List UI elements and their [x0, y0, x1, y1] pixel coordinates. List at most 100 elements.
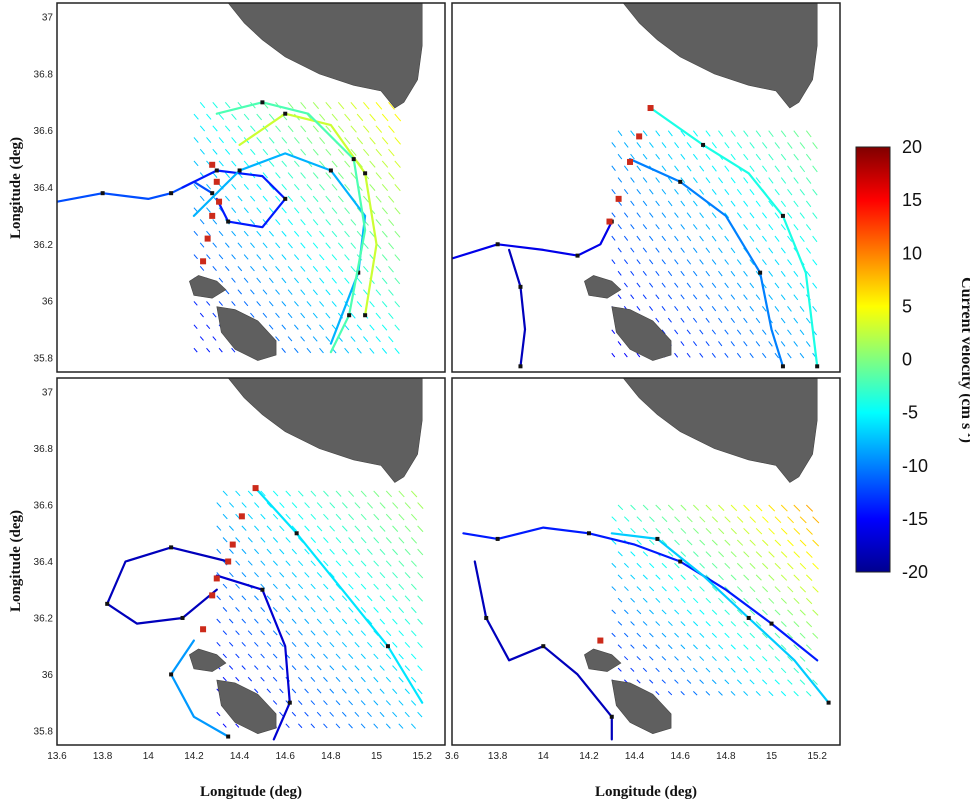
velocity-vector [611, 539, 617, 545]
velocity-vector [381, 230, 388, 238]
velocity-vector [354, 688, 360, 694]
velocity-vector [394, 277, 401, 285]
velocity-vector [297, 700, 303, 705]
velocity-vector [686, 212, 692, 219]
colorbar-tick-label: 10 [902, 243, 922, 263]
velocity-vector [356, 113, 364, 122]
velocity-vector [323, 723, 328, 729]
velocity-vector [812, 259, 818, 266]
drifter-track [452, 220, 613, 260]
drifter-track [610, 532, 830, 704]
velocity-vector [379, 595, 386, 602]
velocity-vector [360, 513, 367, 521]
velocity-vector [325, 125, 332, 133]
velocity-vector [222, 583, 228, 589]
velocity-vector [341, 548, 348, 555]
velocity-vector [799, 165, 806, 173]
velocity-vector [755, 270, 761, 277]
velocity-vector [674, 235, 679, 242]
velocity-vector [272, 560, 278, 566]
position-marker [746, 615, 751, 620]
velocity-vector [812, 212, 818, 219]
velocity-vector [193, 230, 199, 236]
velocity-vector [287, 312, 293, 319]
velocity-vector [394, 301, 401, 308]
velocity-vector [231, 230, 237, 237]
velocity-vector [755, 691, 761, 697]
velocity-vector [692, 130, 699, 137]
position-marker [180, 615, 185, 620]
velocity-vector [373, 607, 379, 613]
velocity-vector [743, 294, 748, 300]
velocity-vector [360, 583, 367, 590]
velocity-vector [749, 632, 755, 639]
velocity-vector [711, 306, 717, 312]
release-marker [213, 575, 220, 582]
velocity-vector [768, 200, 774, 207]
velocity-vector [388, 195, 395, 203]
y-tick-label: 37 [42, 13, 54, 24]
velocity-vector [780, 667, 787, 674]
velocity-vector [293, 137, 300, 144]
velocity-vector [711, 679, 717, 685]
velocity-vector [367, 665, 373, 671]
release-marker [200, 626, 207, 633]
plot-frame [56, 2, 446, 373]
velocity-vector [736, 632, 743, 639]
velocity-vector [617, 153, 623, 160]
velocity-vector [385, 653, 392, 660]
velocity-vector [736, 539, 744, 546]
velocity-vector [780, 294, 786, 301]
velocity-vector [780, 504, 788, 512]
velocity-vector [667, 691, 673, 696]
velocity-vector [774, 656, 781, 662]
velocity-vector [680, 130, 686, 137]
velocity-vector [350, 265, 356, 273]
velocity-vector [256, 277, 262, 283]
position-marker [363, 313, 368, 318]
velocity-vector [293, 301, 299, 307]
velocity-vector [243, 160, 250, 167]
velocity-vector [686, 656, 692, 661]
velocity-vector [630, 177, 635, 183]
velocity-vector [693, 504, 700, 511]
velocity-vector [805, 667, 812, 674]
velocity-vector [774, 586, 781, 593]
velocity-vector [649, 516, 655, 522]
velocity-vector [736, 259, 742, 265]
velocity-vector [369, 113, 376, 122]
release-marker [627, 158, 634, 165]
velocity-vector [224, 195, 230, 202]
velocity-vector [755, 341, 761, 347]
position-marker [356, 270, 361, 275]
velocity-vector [319, 301, 325, 307]
velocity-vector [268, 277, 274, 284]
velocity-vector [730, 621, 737, 627]
velocity-vector [243, 113, 250, 121]
velocity-vector [266, 618, 272, 624]
velocity-vector [212, 312, 217, 318]
velocity-vector [636, 259, 641, 265]
velocity-vector [718, 130, 724, 137]
velocity-vector [297, 583, 304, 590]
velocity-vector [337, 265, 344, 273]
velocity-vector [705, 551, 712, 558]
velocity-vector [385, 607, 392, 613]
drifter-track [462, 526, 819, 662]
velocity-vector [674, 586, 680, 592]
velocity-vector [341, 711, 347, 717]
velocity-vector [718, 177, 724, 184]
velocity-vector [323, 490, 329, 497]
velocity-vector [247, 607, 253, 612]
velocity-vector [736, 656, 743, 662]
velocity-vector [755, 504, 763, 512]
velocity-vector [291, 548, 297, 555]
velocity-vector [369, 230, 376, 238]
velocity-vector [617, 551, 623, 557]
velocity-vector [360, 607, 367, 613]
position-marker [283, 196, 288, 201]
velocity-vector [787, 586, 794, 593]
velocity-vector [780, 153, 787, 161]
velocity-vector [787, 165, 793, 173]
velocity-vector [222, 537, 228, 543]
